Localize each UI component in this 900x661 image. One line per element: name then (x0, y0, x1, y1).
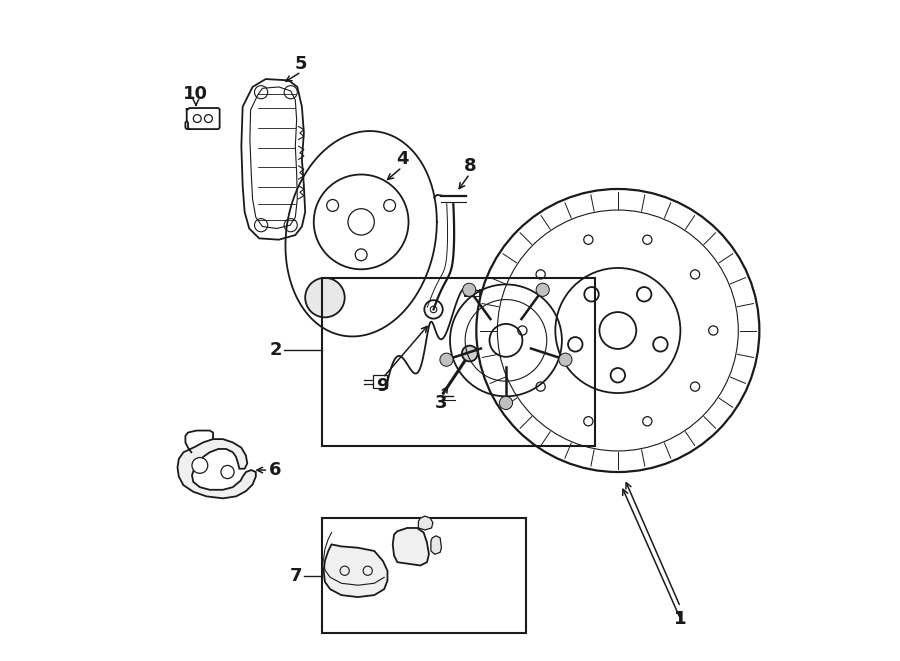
Text: 1: 1 (674, 610, 687, 628)
Bar (321, 518, 526, 633)
Text: 6: 6 (269, 461, 282, 479)
Polygon shape (177, 439, 256, 498)
Circle shape (559, 353, 572, 366)
Circle shape (220, 465, 234, 479)
Circle shape (536, 283, 549, 296)
Text: 9: 9 (376, 377, 389, 395)
Text: 8: 8 (464, 157, 476, 175)
Text: 1: 1 (674, 610, 687, 628)
Text: 5: 5 (295, 55, 308, 73)
Circle shape (440, 353, 453, 366)
Polygon shape (324, 545, 388, 597)
Circle shape (462, 346, 478, 362)
Bar (321, 278, 595, 446)
Text: 3: 3 (436, 394, 447, 412)
Polygon shape (431, 536, 441, 555)
Circle shape (463, 283, 476, 296)
Polygon shape (392, 528, 429, 565)
Circle shape (500, 397, 512, 409)
Text: 7: 7 (290, 567, 302, 585)
Text: 4: 4 (396, 150, 409, 169)
Polygon shape (418, 516, 433, 530)
Circle shape (305, 278, 345, 317)
Text: 10: 10 (184, 85, 209, 102)
Text: 2: 2 (270, 341, 283, 359)
Circle shape (192, 457, 208, 473)
Bar (373, 375, 388, 389)
